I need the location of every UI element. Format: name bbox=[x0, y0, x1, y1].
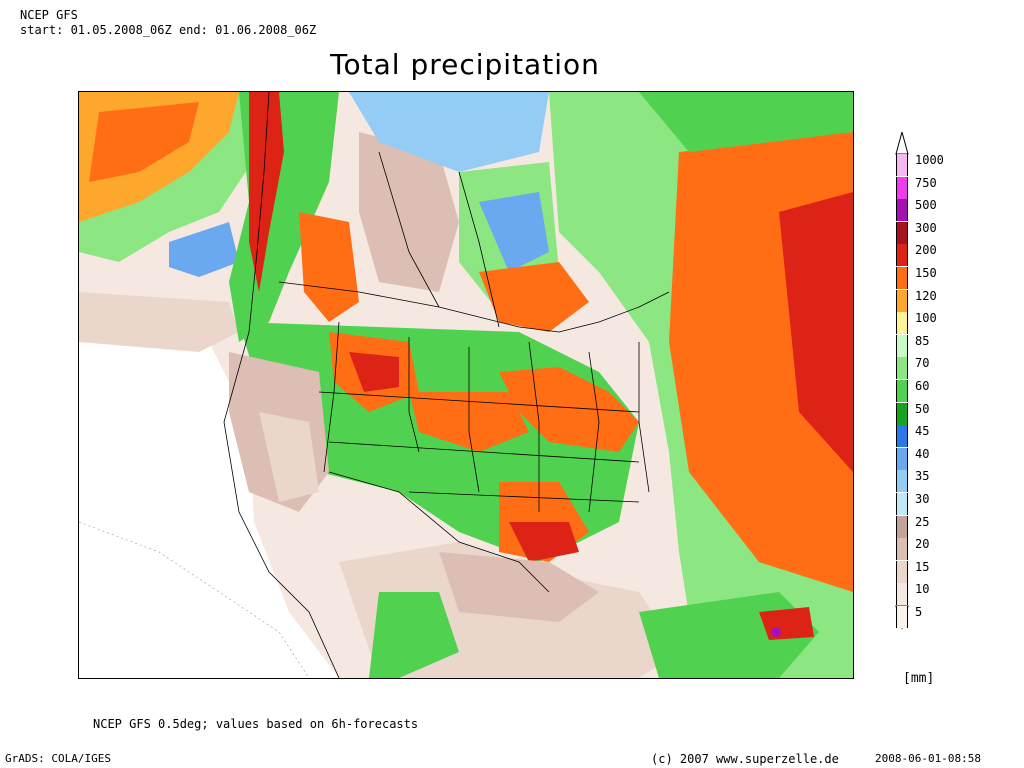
legend-label: 300 bbox=[915, 220, 937, 235]
legend-swatch bbox=[896, 515, 908, 538]
legend-label: 50 bbox=[915, 401, 930, 416]
caribbean-purple bbox=[771, 627, 781, 637]
legend-label: 70 bbox=[915, 356, 930, 371]
arctic-green bbox=[639, 92, 853, 152]
atlantic-red bbox=[779, 192, 853, 472]
model-label: NCEP GFS bbox=[20, 8, 78, 22]
legend-swatch bbox=[896, 583, 908, 606]
legend-label: 150 bbox=[915, 266, 937, 280]
legend-label: 1000 bbox=[915, 153, 944, 167]
legend-label: 15 bbox=[915, 559, 930, 574]
prairie-brown bbox=[359, 132, 459, 292]
precipitation-map bbox=[78, 91, 854, 679]
legend-label: 10 bbox=[915, 582, 930, 597]
legend-label: 500 bbox=[915, 198, 937, 213]
legend-top-arrow bbox=[895, 132, 909, 155]
legend-label: 200 bbox=[915, 243, 937, 258]
software-credit: GrADS: COLA/IGES bbox=[5, 752, 111, 765]
timestamp: 2008-06-01-08:58 bbox=[875, 752, 981, 765]
gulf-coast-red bbox=[509, 522, 579, 562]
legend-label: 100 bbox=[915, 311, 937, 326]
legend-swatch bbox=[896, 221, 908, 244]
montana-red bbox=[349, 352, 399, 392]
caribbean-red bbox=[759, 607, 814, 640]
legend-label: 25 bbox=[915, 514, 930, 529]
dry-region bbox=[79, 322, 339, 678]
legend-swatch bbox=[896, 470, 908, 493]
great-lakes-north-orange bbox=[479, 262, 589, 332]
legend-swatch bbox=[896, 154, 908, 176]
legend-swatch bbox=[896, 425, 908, 448]
period-label: start: 01.05.2008_06Z end: 01.06.2008_06… bbox=[20, 23, 317, 37]
legend-label: 20 bbox=[915, 537, 930, 552]
legend-label: 750 bbox=[915, 175, 937, 190]
north-canada-blue bbox=[349, 92, 549, 172]
legend-label: 40 bbox=[915, 446, 930, 461]
legend-swatch bbox=[896, 538, 908, 561]
legend-swatch bbox=[896, 357, 908, 380]
pacific-light-band bbox=[79, 292, 239, 352]
legend-label: 35 bbox=[915, 469, 930, 484]
legend-swatch bbox=[896, 402, 908, 425]
legend-label: 120 bbox=[915, 288, 937, 303]
legend-swatch bbox=[896, 447, 908, 470]
precipitation-field bbox=[79, 92, 853, 678]
legend-swatch bbox=[896, 606, 908, 628]
midwest-orange bbox=[499, 367, 639, 452]
legend-label: 45 bbox=[915, 424, 930, 439]
legend-swatch bbox=[896, 199, 908, 222]
legend-label: 60 bbox=[915, 379, 930, 393]
legend-swatch bbox=[896, 493, 908, 515]
political-borders bbox=[223, 92, 670, 678]
gulf-brown bbox=[439, 552, 599, 622]
legend-swatch bbox=[896, 244, 908, 267]
legend-label: 5 bbox=[915, 605, 923, 619]
unit-label: [mm] bbox=[903, 671, 935, 686]
legend-swatch bbox=[896, 289, 908, 312]
legend-label: 85 bbox=[915, 333, 930, 348]
legend-swatch bbox=[896, 312, 908, 335]
pacific-blue-patch bbox=[169, 222, 239, 277]
hudson-blue bbox=[479, 192, 549, 272]
legend-swatch bbox=[896, 267, 908, 289]
map-title: Total precipitation bbox=[330, 48, 600, 81]
legend-swatch bbox=[896, 334, 908, 357]
legend-label: 30 bbox=[915, 492, 930, 506]
great-basin-light bbox=[259, 412, 319, 502]
mexico-green bbox=[369, 592, 459, 678]
legend-swatch bbox=[896, 380, 908, 402]
rockies-orange bbox=[299, 212, 359, 322]
legend-swatch bbox=[896, 176, 908, 199]
north-pacific-red bbox=[89, 102, 199, 182]
legend-swatch bbox=[896, 560, 908, 583]
copyright: (c) 2007 www.superzelle.de bbox=[651, 752, 839, 766]
data-note: NCEP GFS 0.5deg; values based on 6h-fore… bbox=[93, 717, 419, 731]
color-legend: 1000 750 500 300 200 150 120 100 85 70 60 50 45 40 35 3… bbox=[893, 132, 973, 632]
